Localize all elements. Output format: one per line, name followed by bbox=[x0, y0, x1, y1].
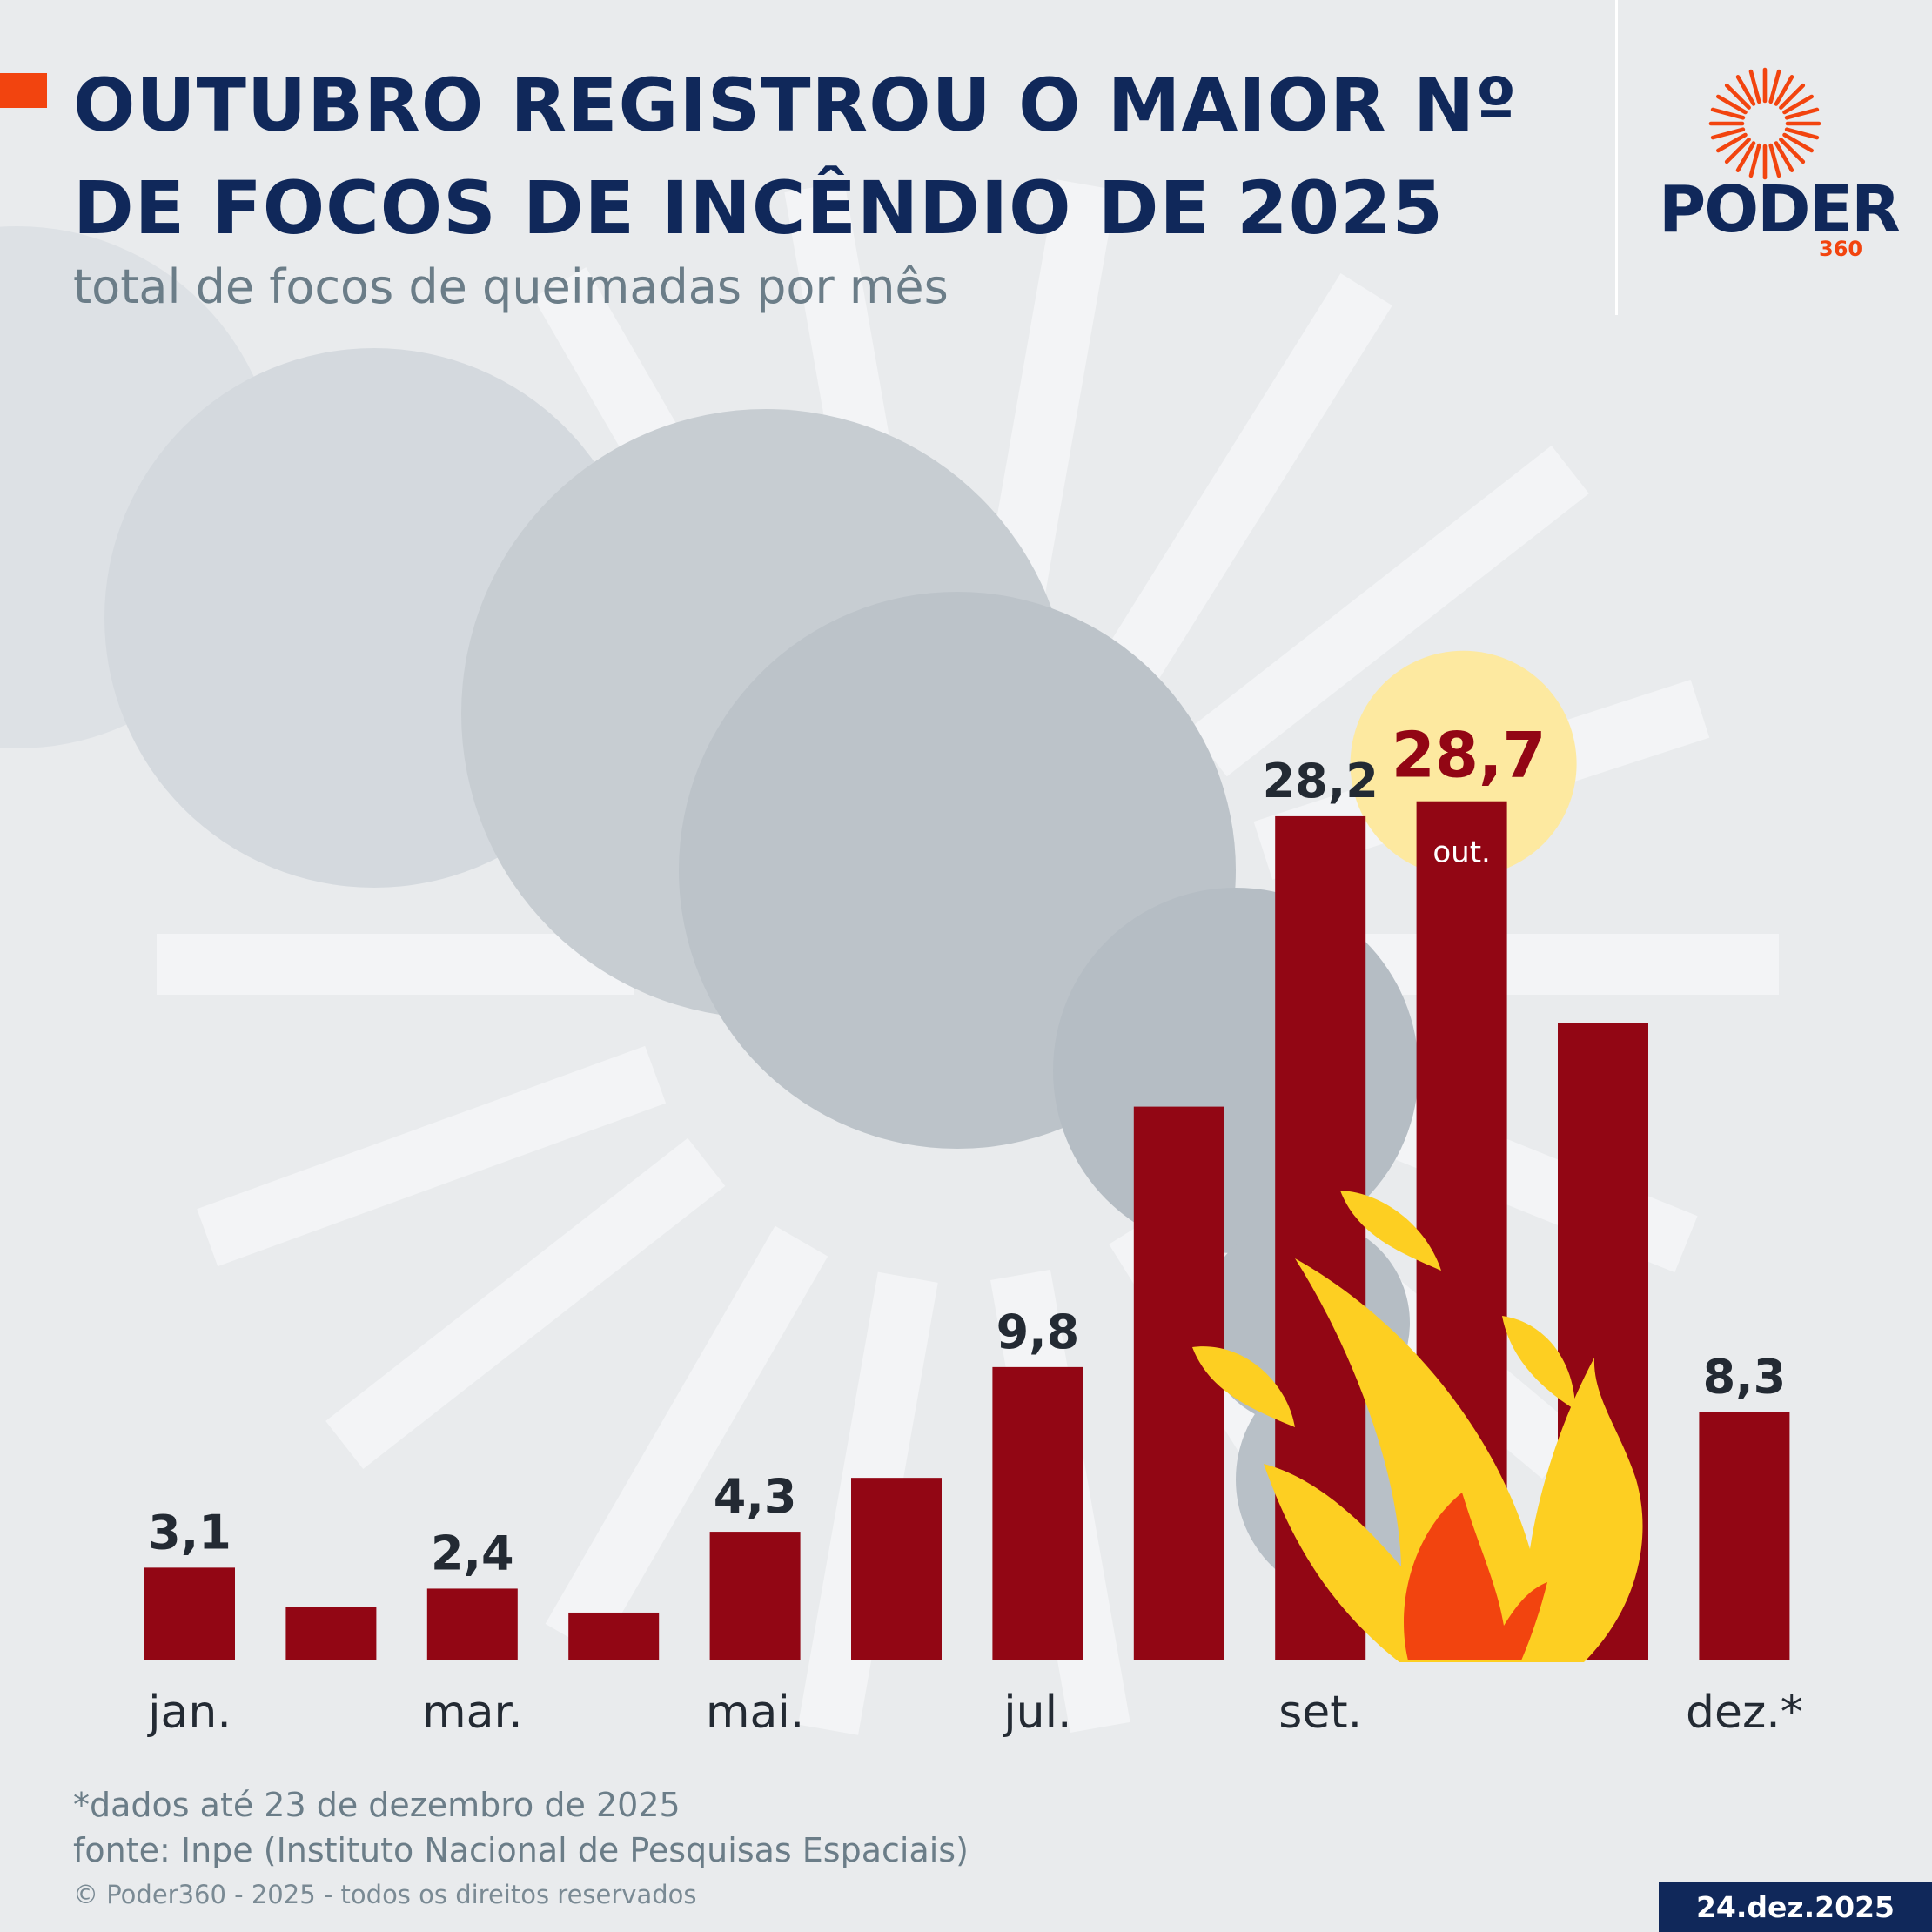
chart-subtitle: total de focos de queimadas por mês bbox=[73, 259, 949, 314]
chart-title-line-2: DE FOCOS DE INCÊNDIO DE 2025 bbox=[73, 165, 1444, 251]
chart-title-line-1: OUTUBRO REGISTROU O MAIOR Nº bbox=[73, 63, 1518, 148]
data-label-jul: 9,8 bbox=[996, 1305, 1080, 1359]
data-label-mai: 4,3 bbox=[714, 1469, 797, 1524]
flame-icon bbox=[1192, 1191, 1643, 1662]
source-note: fonte: Inpe (Instituto Nacional de Pesqu… bbox=[73, 1831, 969, 1869]
copyright-note: © Poder360 - 2025 - todos os direitos re… bbox=[73, 1880, 697, 1909]
footnote: *dados até 23 de dezembro de 2025 bbox=[73, 1786, 681, 1824]
data-label-jan: 3,1 bbox=[148, 1505, 231, 1560]
bar-mai bbox=[709, 1532, 801, 1660]
highlight-value-label: 28,7 bbox=[1392, 719, 1546, 792]
data-label-dez: 8,3 bbox=[1703, 1349, 1787, 1404]
title-accent-bar bbox=[0, 73, 47, 108]
publication-date: 24.dez.2025 bbox=[1659, 1882, 1932, 1932]
bar-abr bbox=[568, 1612, 660, 1660]
bar-dez bbox=[1699, 1412, 1790, 1660]
bar-jan bbox=[144, 1567, 235, 1660]
tick-label-jul: jul. bbox=[1003, 1687, 1071, 1739]
logo-wordmark: PODER bbox=[1659, 172, 1901, 247]
tick-label-mai: mai. bbox=[706, 1687, 805, 1739]
bar-ago bbox=[1133, 1106, 1224, 1660]
bar-mar bbox=[426, 1588, 518, 1660]
tick-label-jan: jan. bbox=[147, 1687, 231, 1739]
tick-label-dez: dez.* bbox=[1686, 1687, 1803, 1739]
chart-title: OUTUBRO REGISTROU O MAIOR Nº DE FOCOS DE… bbox=[73, 54, 1553, 259]
logo-number: 360 bbox=[1819, 237, 1863, 261]
tick-label-mar: mar. bbox=[422, 1687, 523, 1739]
highlight-category-label: out. bbox=[1432, 835, 1491, 870]
highlight-circle bbox=[1350, 650, 1577, 877]
bar-jul bbox=[992, 1366, 1083, 1660]
bar-fev bbox=[285, 1607, 377, 1660]
tick-label-set: set. bbox=[1278, 1687, 1362, 1739]
header-divider bbox=[1615, 0, 1618, 315]
sunburst-logo-icon bbox=[1708, 67, 1821, 180]
bar-jun bbox=[851, 1478, 942, 1660]
data-label-mar: 2,4 bbox=[431, 1526, 514, 1580]
data-label-set: 28,2 bbox=[1263, 754, 1379, 808]
